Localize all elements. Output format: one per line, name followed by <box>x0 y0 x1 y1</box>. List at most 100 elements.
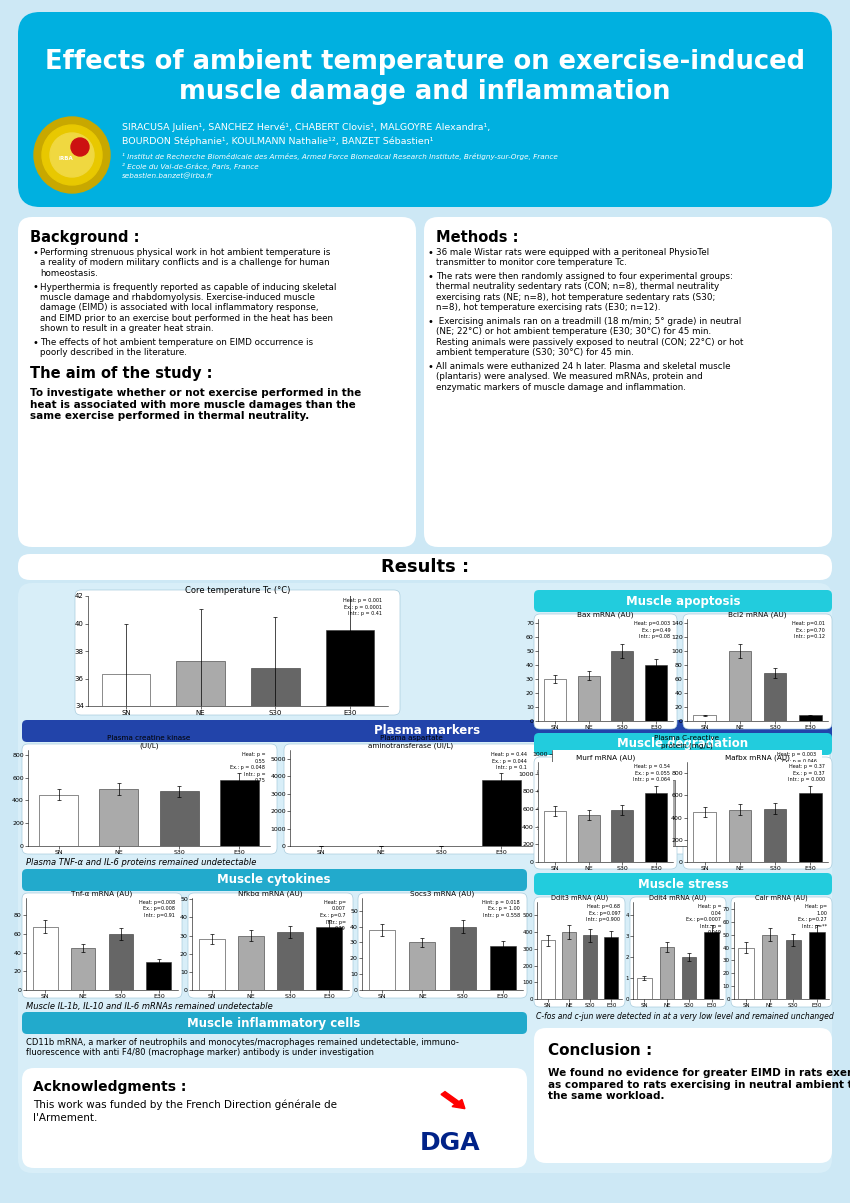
Text: •: • <box>428 362 434 372</box>
Text: Hyperthermia is frequently reported as capable of inducing skeletal
muscle damag: Hyperthermia is frequently reported as c… <box>40 283 337 333</box>
Text: 36 male Wistar rats were equipped with a peritoneal PhysioTel
transmitter to mon: 36 male Wistar rats were equipped with a… <box>436 248 709 267</box>
FancyBboxPatch shape <box>22 869 527 891</box>
Bar <box>109 934 133 990</box>
Text: Heat: p =
0.04
Ex.: p=0.0007
Intr.: p =
0.049: Heat: p = 0.04 Ex.: p=0.0007 Intr.: p = … <box>686 903 721 936</box>
Text: We found no evidence for greater EIMD in rats exercising in the heat
as compared: We found no evidence for greater EIMD in… <box>548 1068 850 1101</box>
Text: Plasma TNF-α and IL-6 proteins remained undetectable: Plasma TNF-α and IL-6 proteins remained … <box>26 858 257 867</box>
Text: Heat: p = 0.003
Ex.: p = 0.046
Intr.: p = 1.20: Heat: p = 0.003 Ex.: p = 0.046 Intr.: p … <box>778 752 817 770</box>
Text: muscle damage and inflammation: muscle damage and inflammation <box>179 79 671 105</box>
Text: Heat: p=0.003
Ex.: p=0.49
Intr.: p=0.08: Heat: p=0.003 Ex.: p=0.49 Intr.: p=0.08 <box>634 621 671 639</box>
Bar <box>160 792 199 846</box>
FancyBboxPatch shape <box>18 12 832 207</box>
Bar <box>99 789 139 846</box>
Title: Ddit4 mRNA (AU): Ddit4 mRNA (AU) <box>649 894 706 901</box>
Text: Heat: p=0.01
Ex.: p=0.70
Intr.: p=0.12: Heat: p=0.01 Ex.: p=0.70 Intr.: p=0.12 <box>792 621 825 639</box>
FancyBboxPatch shape <box>731 897 832 1007</box>
FancyBboxPatch shape <box>75 589 400 715</box>
Bar <box>33 926 58 990</box>
Title: Plasma C-reactive
protein (mg/L): Plasma C-reactive protein (mg/L) <box>654 735 720 748</box>
Bar <box>199 940 224 990</box>
Text: Background :: Background : <box>30 230 139 245</box>
Text: Heat: p=
0.007
Ex.: p=0.7
Intr.: p=
0.29: Heat: p= 0.007 Ex.: p=0.7 Intr.: p= 0.29 <box>320 900 346 931</box>
Bar <box>799 716 822 721</box>
Bar <box>638 978 652 998</box>
Bar <box>799 793 822 863</box>
FancyArrow shape <box>441 1091 465 1109</box>
Text: ² Ecole du Val-de-Grâce, Paris, France: ² Ecole du Val-de-Grâce, Paris, France <box>122 162 258 170</box>
Bar <box>410 942 435 990</box>
Bar <box>544 811 566 863</box>
Bar <box>482 780 521 846</box>
Text: Effects of ambient temperature on exercise-induced: Effects of ambient temperature on exerci… <box>45 49 805 75</box>
FancyBboxPatch shape <box>22 743 277 854</box>
Bar <box>369 930 395 990</box>
Text: Muscle apoptosis: Muscle apoptosis <box>626 594 740 608</box>
Text: Muscle cytokines: Muscle cytokines <box>218 873 331 887</box>
FancyBboxPatch shape <box>22 1012 527 1035</box>
Bar <box>316 926 342 990</box>
Text: The effects of hot ambient temperature on EIMD occurrence is
poorly described in: The effects of hot ambient temperature o… <box>40 338 313 357</box>
Bar <box>146 962 171 990</box>
Title: Socs3 mRNA (AU): Socs3 mRNA (AU) <box>411 890 474 896</box>
FancyBboxPatch shape <box>18 555 832 580</box>
Bar <box>611 651 633 721</box>
Bar <box>564 793 608 846</box>
Bar <box>490 946 516 990</box>
Bar <box>326 630 374 1173</box>
Title: Tnf-α mRNA (AU): Tnf-α mRNA (AU) <box>71 890 133 896</box>
Text: •: • <box>32 248 38 257</box>
Title: Nfkbα mRNA (AU): Nfkbα mRNA (AU) <box>238 890 303 896</box>
Text: The rats were then randomly assigned to four experimental groups:
thermal neutra: The rats were then randomly assigned to … <box>436 272 733 313</box>
FancyBboxPatch shape <box>18 217 416 547</box>
FancyBboxPatch shape <box>534 757 677 869</box>
Text: Methods :: Methods : <box>436 230 518 245</box>
Circle shape <box>34 117 110 192</box>
Circle shape <box>42 125 102 185</box>
Text: The aim of the study :: The aim of the study : <box>30 366 212 381</box>
Text: IRBA: IRBA <box>59 155 73 160</box>
FancyBboxPatch shape <box>22 721 832 742</box>
FancyBboxPatch shape <box>534 1029 832 1163</box>
Text: Muscle stress: Muscle stress <box>638 877 728 890</box>
Bar <box>694 716 717 721</box>
Bar <box>699 798 743 846</box>
Bar <box>541 941 554 998</box>
FancyBboxPatch shape <box>683 614 832 729</box>
FancyBboxPatch shape <box>284 743 539 854</box>
FancyBboxPatch shape <box>534 733 832 755</box>
Text: Muscle IL-1b, IL-10 and IL-6 mRNAs remained undetectable: Muscle IL-1b, IL-10 and IL-6 mRNAs remai… <box>26 1002 273 1011</box>
FancyBboxPatch shape <box>683 757 832 869</box>
Text: Heat: p =
0.55
Ex.: p = 0.048
Intr.: p =
0.75: Heat: p = 0.55 Ex.: p = 0.048 Intr.: p =… <box>230 752 265 783</box>
Bar <box>71 948 95 990</box>
Title: Mafbx mRNA (AU): Mafbx mRNA (AU) <box>725 754 790 760</box>
Bar <box>544 678 566 721</box>
FancyBboxPatch shape <box>546 743 830 854</box>
Title: Calr mRNA (AU): Calr mRNA (AU) <box>755 894 807 901</box>
Text: •: • <box>32 338 38 348</box>
FancyBboxPatch shape <box>22 1068 527 1168</box>
Bar <box>632 780 675 846</box>
Bar <box>562 932 575 998</box>
FancyBboxPatch shape <box>534 873 832 895</box>
Text: Heat: p = 0.37
Ex.: p = 0.37
Intr.: p = 0.000: Heat: p = 0.37 Ex.: p = 0.37 Intr.: p = … <box>788 764 825 782</box>
Text: Muscle degradation: Muscle degradation <box>617 737 749 751</box>
Text: Conclusion :: Conclusion : <box>548 1043 652 1057</box>
Text: DGA: DGA <box>420 1131 480 1155</box>
Bar <box>660 947 674 998</box>
Text: Heat: p = 0.001
Ex.: p = 0.0001
Intr.: p = 0.41: Heat: p = 0.001 Ex.: p = 0.0001 Intr.: p… <box>343 598 382 616</box>
Title: Bcl2 mRNA (AU): Bcl2 mRNA (AU) <box>728 611 787 617</box>
Bar <box>645 665 667 721</box>
Bar <box>251 668 300 1173</box>
Text: Acknowledgments :: Acknowledgments : <box>33 1080 186 1094</box>
Bar <box>728 651 751 721</box>
Bar <box>450 926 476 990</box>
Bar <box>785 940 801 998</box>
Bar <box>763 674 786 721</box>
FancyBboxPatch shape <box>534 897 625 1007</box>
Text: C-fos and c-jun were detected in at a very low level and remained unchanged: C-fos and c-jun were detected in at a ve… <box>536 1012 834 1021</box>
Bar <box>604 937 618 998</box>
Text: Exercising animals ran on a treadmill (18 m/min; 5° grade) in neutral
(NE; 22°C): Exercising animals ran on a treadmill (1… <box>436 318 744 357</box>
Text: Heat: p=
1.00
Ex.: p=0.27
Intr.: p=**: Heat: p= 1.00 Ex.: p=0.27 Intr.: p=** <box>798 903 827 929</box>
Bar <box>102 675 150 1173</box>
Bar <box>682 958 696 998</box>
